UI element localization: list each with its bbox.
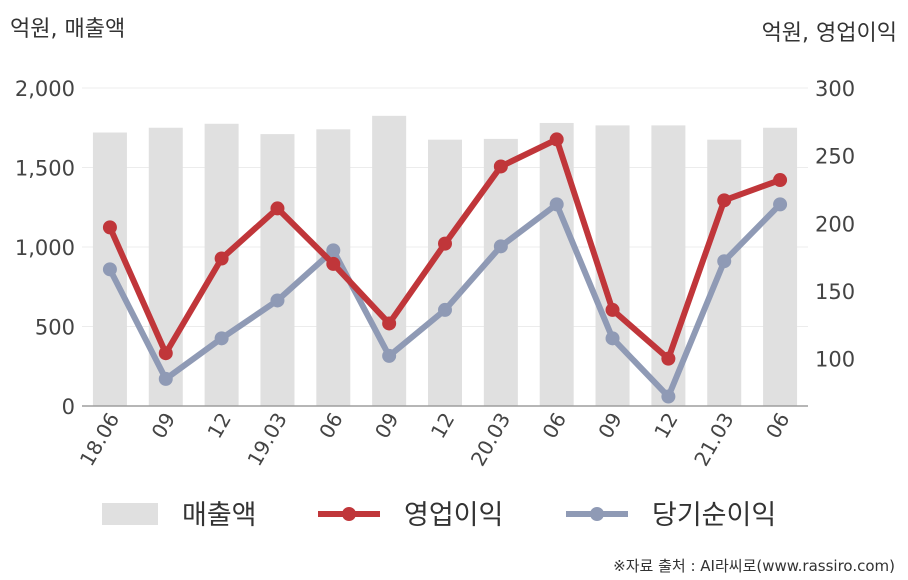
bar — [260, 134, 295, 407]
x-tick-label: 06 — [538, 409, 572, 443]
series-point — [270, 201, 285, 216]
x-tick-label: 09 — [370, 409, 404, 443]
legend: 매출액 영업이익 당기순이익 — [102, 500, 776, 531]
y-left-tick-label: 2,000 — [15, 77, 75, 101]
line-series — [102, 132, 788, 404]
bar — [148, 127, 183, 406]
series-point — [493, 159, 508, 174]
x-tick-label: 12 — [649, 409, 683, 443]
x-tick-label: 06 — [761, 409, 795, 443]
y-right-tick-label: 200 — [815, 212, 855, 236]
series-point — [158, 371, 173, 386]
series-point — [773, 197, 788, 212]
y-right-tick-label: 250 — [815, 145, 855, 169]
legend-marker — [590, 507, 604, 521]
series-point — [326, 256, 341, 271]
series-point — [270, 293, 285, 308]
x-tick-label: 19.03 — [242, 409, 291, 471]
y-left-tick-label: 1,000 — [15, 236, 75, 260]
x-tick-label: 21.03 — [689, 409, 738, 471]
series-point — [493, 239, 508, 254]
series-point — [717, 254, 732, 269]
x-tick-label: 12 — [426, 409, 460, 443]
legend-label: 영업이익 — [404, 500, 503, 531]
y-left-tick-label: 500 — [35, 316, 75, 340]
series-point — [326, 243, 341, 258]
legend-label: 매출액 — [182, 500, 257, 531]
y-left-axis-title: 억원, 매출액 — [10, 17, 125, 42]
y-left-tick-labels: 2,000 1,500 1,000 500 0 — [15, 77, 75, 419]
y-right-tick-labels: 300 250 200 150 100 — [815, 77, 855, 372]
x-tick-label: 09 — [593, 409, 627, 443]
legend-label: 당기순이익 — [652, 500, 776, 531]
legend-marker — [342, 507, 356, 521]
bar — [428, 139, 462, 407]
bar — [595, 125, 630, 407]
series-point — [214, 331, 229, 346]
x-tick-labels: 18.06 09 12 19.03 06 09 12 20.03 06 09 12 21.03 06 — [75, 409, 795, 471]
x-tick-label: 06 — [314, 409, 348, 443]
y-left-tick-label: 0 — [62, 395, 75, 419]
x-tick-label: 12 — [202, 409, 236, 443]
bar — [707, 139, 742, 407]
y-right-tick-label: 150 — [815, 280, 855, 304]
legend-swatch — [102, 503, 158, 525]
y-right-tick-label: 300 — [815, 77, 855, 101]
series-point — [605, 302, 620, 317]
series-point — [717, 193, 732, 208]
source-note: ※자료 출처 : AI라씨로(www.rassiro.com) — [613, 557, 895, 575]
x-tick-label: 20.03 — [466, 409, 515, 471]
series-point — [382, 316, 397, 331]
x-tick-label: 18.06 — [75, 409, 124, 471]
series-point — [773, 173, 788, 188]
series-point — [102, 220, 117, 235]
series-point — [549, 132, 564, 147]
series-point — [382, 348, 397, 363]
x-tick-label: 09 — [147, 409, 181, 443]
series-point — [102, 262, 117, 277]
y-right-tick-label: 100 — [815, 348, 855, 372]
series-point — [605, 331, 620, 346]
y-left-tick-label: 1,500 — [15, 157, 75, 181]
series-point — [661, 351, 676, 366]
series-point — [158, 346, 173, 361]
series-point — [661, 389, 676, 404]
bar-series — [92, 115, 798, 407]
bar — [763, 127, 798, 406]
series-point — [214, 251, 229, 266]
bar — [539, 122, 574, 406]
y-right-axis-title: 억원, 영업이익 — [762, 21, 897, 46]
series-point — [549, 197, 564, 212]
series-point — [438, 302, 452, 317]
series-point — [438, 236, 452, 251]
